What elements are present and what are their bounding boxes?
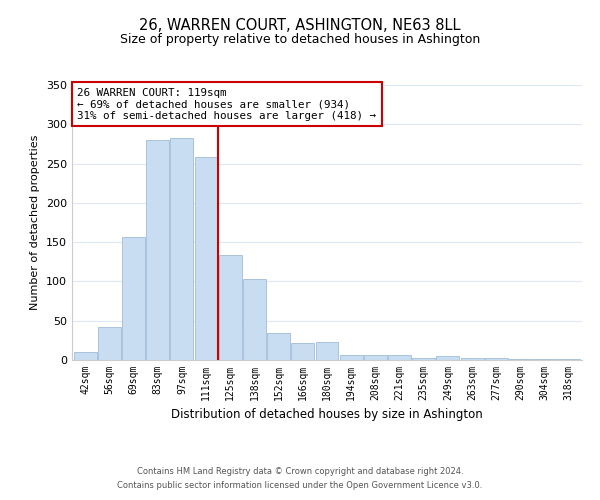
- Bar: [122, 236, 145, 360]
- Bar: [219, 254, 242, 360]
- Text: Contains public sector information licensed under the Open Government Licence v3: Contains public sector information licen…: [118, 481, 482, 490]
- Bar: [388, 356, 411, 360]
- Bar: [243, 279, 266, 360]
- Bar: [436, 356, 460, 360]
- Text: Contains HM Land Registry data © Crown copyright and database right 2024.: Contains HM Land Registry data © Crown c…: [137, 467, 463, 476]
- Text: Size of property relative to detached houses in Ashington: Size of property relative to detached ho…: [120, 32, 480, 46]
- Bar: [533, 359, 556, 360]
- Bar: [340, 354, 362, 360]
- Bar: [412, 358, 435, 360]
- Y-axis label: Number of detached properties: Number of detached properties: [31, 135, 40, 310]
- Bar: [364, 356, 387, 360]
- Bar: [194, 158, 218, 360]
- Bar: [557, 359, 580, 360]
- Bar: [461, 358, 484, 360]
- Text: 26, WARREN COURT, ASHINGTON, NE63 8LL: 26, WARREN COURT, ASHINGTON, NE63 8LL: [139, 18, 461, 32]
- Bar: [98, 327, 121, 360]
- Bar: [74, 352, 97, 360]
- Bar: [292, 342, 314, 360]
- Bar: [170, 138, 193, 360]
- Bar: [485, 358, 508, 360]
- Bar: [316, 342, 338, 360]
- Text: 26 WARREN COURT: 119sqm
← 69% of detached houses are smaller (934)
31% of semi-d: 26 WARREN COURT: 119sqm ← 69% of detache…: [77, 88, 376, 121]
- Bar: [509, 359, 532, 360]
- X-axis label: Distribution of detached houses by size in Ashington: Distribution of detached houses by size …: [171, 408, 483, 422]
- Bar: [146, 140, 169, 360]
- Bar: [267, 332, 290, 360]
